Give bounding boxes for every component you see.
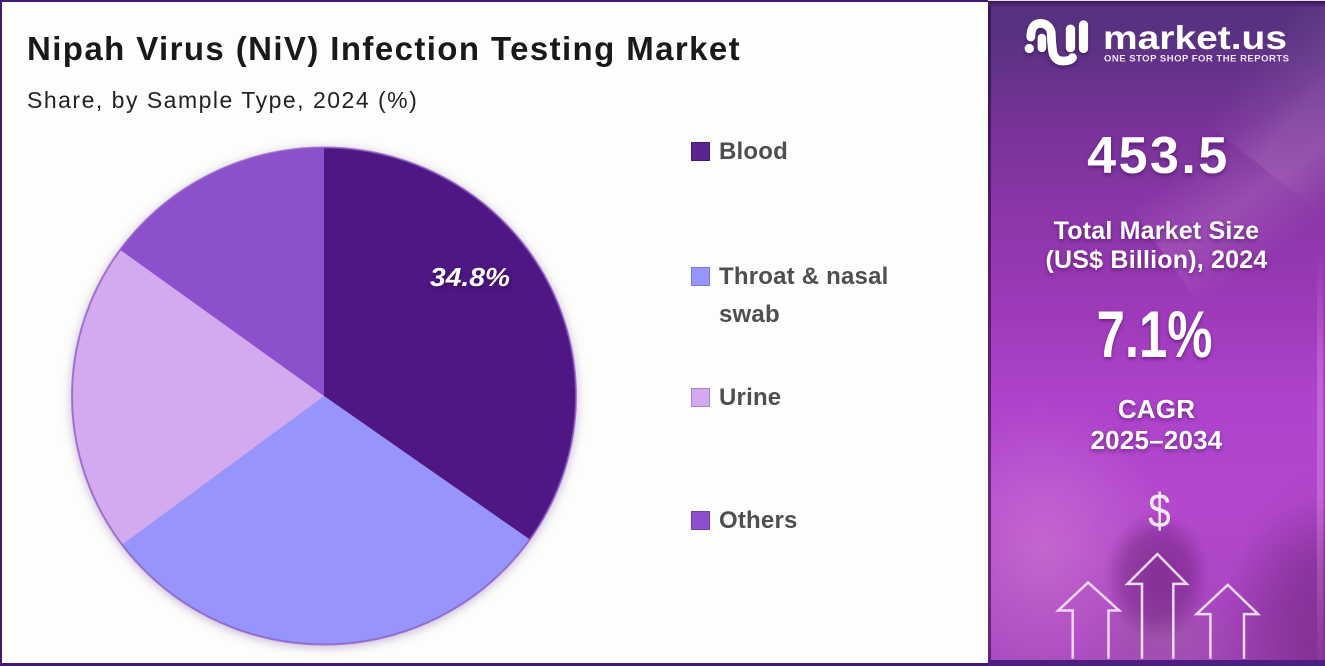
- svg-text:market.us: market.us: [1103, 19, 1287, 56]
- svg-text:34.8%: 34.8%: [430, 262, 510, 292]
- svg-text:ONE STOP SHOP FOR THE REPORTS: ONE STOP SHOP FOR THE REPORTS: [1104, 54, 1289, 65]
